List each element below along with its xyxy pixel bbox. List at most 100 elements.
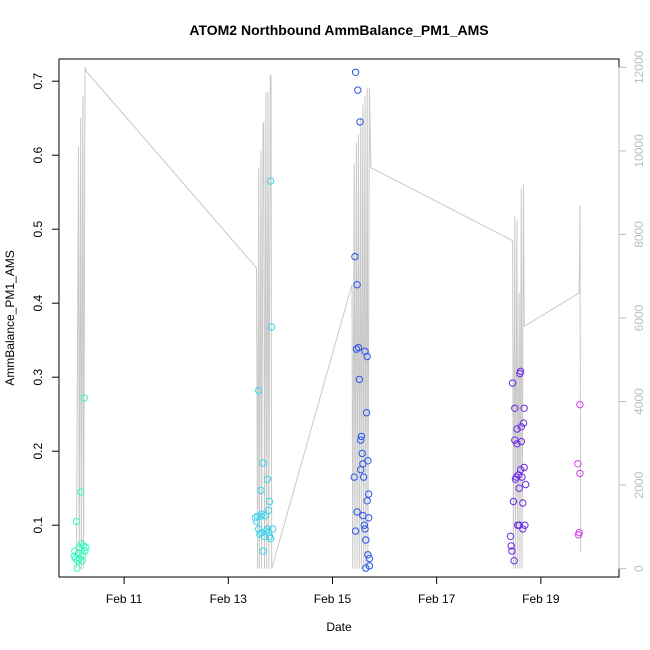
axes-layer: Feb 11 Feb 13 Feb 15 Feb 17 Feb 19 0.1 0.2 0.3 0…: [31, 50, 646, 606]
data-point: [520, 463, 528, 472]
data-point: [513, 440, 521, 448]
data-point: [264, 506, 273, 515]
chart-title: ATOM2 Northbound AmmBalance_PM1_AMS: [189, 22, 488, 38]
data-point: [364, 457, 372, 465]
data-point: [574, 460, 582, 468]
data-point: [519, 499, 527, 507]
data-point: [351, 527, 360, 535]
data-point: [521, 521, 529, 529]
x-tick-label: Feb 15: [314, 592, 352, 606]
y-tick-label: 0.4: [31, 295, 45, 312]
y-tick-label: 0.7: [31, 73, 45, 90]
data-point: [353, 508, 361, 516]
y2-tick-label: 0: [632, 565, 646, 572]
data-point: [352, 345, 361, 353]
data-point: [263, 475, 272, 483]
data-point: [517, 423, 525, 431]
data-point: [510, 557, 518, 565]
data-point: [363, 497, 371, 505]
data-point: [351, 68, 360, 77]
y2-tick-label: 4000: [632, 388, 646, 415]
data-point: [256, 530, 264, 538]
data-point: [362, 409, 371, 417]
y-tick-label: 0.2: [31, 443, 45, 460]
x-tick-label: Feb 11: [106, 592, 143, 606]
data-point: [269, 525, 277, 533]
y-tick-label: 0.1: [31, 517, 45, 534]
data-point: [263, 525, 272, 533]
data-point: [506, 532, 515, 540]
y-axis-label: AmmBalance_PM1_AMS: [3, 250, 17, 385]
data-point: [257, 486, 265, 495]
data-point: [261, 511, 269, 520]
data-point: [77, 540, 86, 548]
data-point: [520, 404, 528, 412]
data-point: [73, 564, 81, 572]
data-point: [359, 473, 368, 481]
data-point: [265, 497, 274, 506]
data-point: [252, 517, 261, 526]
data-point: [355, 375, 363, 384]
data-point: [519, 419, 528, 427]
data-point: [259, 547, 267, 555]
data-point: [77, 488, 85, 496]
data-point: [512, 473, 520, 481]
right-axis-series-line: [75, 67, 582, 569]
data-point: [362, 536, 370, 544]
data-point: [253, 512, 262, 520]
y2-tick-label: 12000: [632, 50, 646, 84]
data-point: [350, 473, 358, 481]
data-point: [71, 547, 79, 555]
data-point: [511, 404, 519, 412]
y-tick-label: 0.5: [31, 221, 45, 238]
data-point: [80, 394, 89, 402]
y2-tick-label: 10000: [632, 134, 646, 168]
data-point: [509, 497, 518, 506]
data-point: [576, 400, 584, 409]
data-point: [365, 562, 374, 570]
points-layer: [70, 68, 584, 572]
y2-tick-label: 6000: [632, 304, 646, 331]
data-point: [266, 177, 275, 185]
data-point: [358, 449, 366, 458]
data-point: [507, 542, 515, 550]
data-point: [360, 521, 368, 529]
data-point: [517, 437, 525, 446]
y2-tick-label: 2000: [632, 471, 646, 498]
data-point: [522, 480, 530, 489]
data-point: [82, 543, 90, 552]
data-point: [259, 459, 267, 467]
data-point: [508, 547, 516, 555]
x-tick-label: Feb 17: [418, 592, 456, 606]
y-tick-label: 0.6: [31, 147, 45, 164]
data-point: [354, 86, 362, 94]
data-point: [516, 367, 525, 375]
data-point: [258, 510, 266, 518]
data-point: [351, 252, 359, 261]
data-point: [251, 514, 260, 522]
data-point: [365, 490, 373, 498]
data-point: [353, 281, 361, 289]
data-point: [354, 343, 363, 352]
y-tick-label: 0.3: [31, 369, 45, 386]
data-point: [515, 484, 523, 492]
right-axis-line-layer: [75, 67, 582, 569]
data-point: [519, 525, 527, 533]
data-point: [508, 379, 517, 387]
data-point: [255, 386, 263, 395]
data-point: [266, 534, 275, 543]
x-tick-label: Feb 13: [210, 592, 248, 606]
y2-tick-label: 8000: [632, 221, 646, 248]
data-point: [81, 547, 89, 555]
data-point: [356, 118, 364, 126]
data-point: [79, 551, 87, 559]
data-point: [268, 323, 276, 331]
data-point: [76, 543, 84, 552]
data-point: [72, 517, 81, 526]
data-point: [357, 432, 366, 441]
data-point: [516, 466, 525, 474]
data-point: [575, 528, 583, 537]
x-axis-label: Date: [326, 620, 352, 634]
